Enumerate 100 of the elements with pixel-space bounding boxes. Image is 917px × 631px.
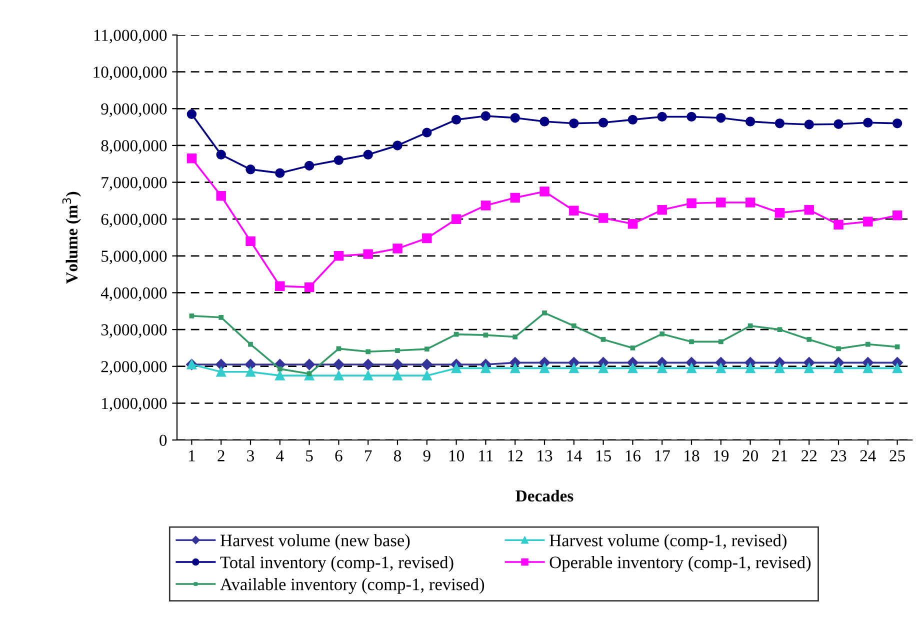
point	[336, 346, 342, 352]
point	[718, 339, 724, 344]
point	[686, 112, 696, 122]
x-tick-label: 10	[449, 450, 464, 462]
point	[540, 116, 550, 126]
x-tick-label: 23	[830, 450, 846, 462]
point	[216, 191, 226, 201]
point	[334, 251, 344, 261]
point	[392, 370, 402, 380]
point	[424, 346, 430, 352]
x-tick-label: 15	[596, 450, 611, 462]
point	[215, 358, 227, 370]
x-tick-label: 7	[365, 450, 372, 462]
x-tick-label: 16	[626, 450, 641, 462]
x-tick-label: 12	[508, 450, 523, 462]
x-tick-label: 22	[802, 450, 817, 462]
x-tick-label: 20	[742, 450, 758, 462]
point	[392, 358, 404, 370]
point	[510, 363, 520, 374]
x-tick-label: 24	[860, 450, 876, 462]
point	[480, 200, 491, 210]
point	[774, 208, 785, 218]
point	[540, 363, 550, 374]
point	[628, 363, 638, 374]
point	[806, 337, 812, 342]
point	[834, 363, 844, 374]
point	[542, 310, 547, 316]
point	[804, 205, 814, 215]
point	[628, 114, 638, 125]
point	[304, 160, 314, 171]
x-tick-label: 11	[479, 450, 493, 462]
point	[804, 120, 814, 130]
point	[246, 164, 256, 174]
point	[246, 367, 256, 377]
point	[540, 186, 550, 196]
point	[834, 119, 844, 129]
x-tick-label: 3	[247, 450, 254, 462]
point	[392, 140, 402, 150]
x-axis-title: Decades	[516, 490, 574, 502]
point	[686, 198, 696, 208]
point	[716, 363, 726, 374]
point	[480, 111, 491, 121]
y-tick-label: 0	[160, 434, 167, 446]
point	[689, 339, 694, 344]
x-tick-label: 8	[394, 450, 402, 462]
point	[334, 370, 344, 380]
x-tick-label: 13	[538, 450, 552, 462]
point	[892, 210, 902, 220]
point	[451, 214, 462, 224]
point	[660, 332, 665, 336]
point	[598, 363, 608, 374]
point	[248, 342, 253, 347]
point	[246, 236, 256, 246]
x-tick-label: 17	[655, 450, 670, 462]
point	[363, 150, 373, 160]
y-tick-label: 5,000,000	[102, 250, 167, 264]
point	[748, 323, 753, 328]
point	[716, 198, 726, 208]
point	[834, 220, 844, 230]
point	[216, 150, 226, 160]
x-tick-label: 14	[567, 450, 582, 462]
point	[745, 363, 756, 374]
legend-label: Harvest volume (comp-1, revised)	[550, 534, 786, 550]
point	[451, 114, 462, 125]
point	[395, 348, 400, 353]
point	[892, 363, 902, 374]
point	[892, 118, 902, 128]
y-tick-label: 7,000,000	[102, 176, 167, 191]
point	[304, 282, 314, 292]
point	[363, 370, 373, 380]
point	[716, 112, 726, 123]
point	[510, 192, 520, 203]
point	[569, 363, 579, 374]
point	[894, 344, 900, 350]
point	[569, 118, 579, 128]
point	[777, 327, 782, 332]
legend-label: Available inventory (comp-1, revised)	[220, 578, 484, 594]
point	[304, 358, 315, 370]
point	[512, 334, 518, 340]
point	[216, 367, 226, 377]
point	[863, 118, 873, 128]
point	[863, 216, 873, 227]
point	[600, 337, 606, 342]
x-tick-label: 4	[276, 450, 284, 462]
point	[333, 358, 344, 370]
point	[421, 358, 433, 370]
point	[275, 281, 285, 291]
point	[686, 363, 696, 374]
point	[804, 363, 814, 374]
point	[745, 198, 756, 208]
point	[483, 332, 488, 338]
point	[630, 346, 636, 350]
point	[218, 314, 224, 320]
point	[569, 206, 579, 216]
point	[275, 168, 285, 178]
point	[657, 363, 667, 374]
y-tick-label: 2,000,000	[101, 361, 167, 375]
point	[863, 363, 873, 374]
y-tick-label: 1,000,000	[102, 398, 167, 412]
x-tick-label: 25	[890, 450, 905, 462]
